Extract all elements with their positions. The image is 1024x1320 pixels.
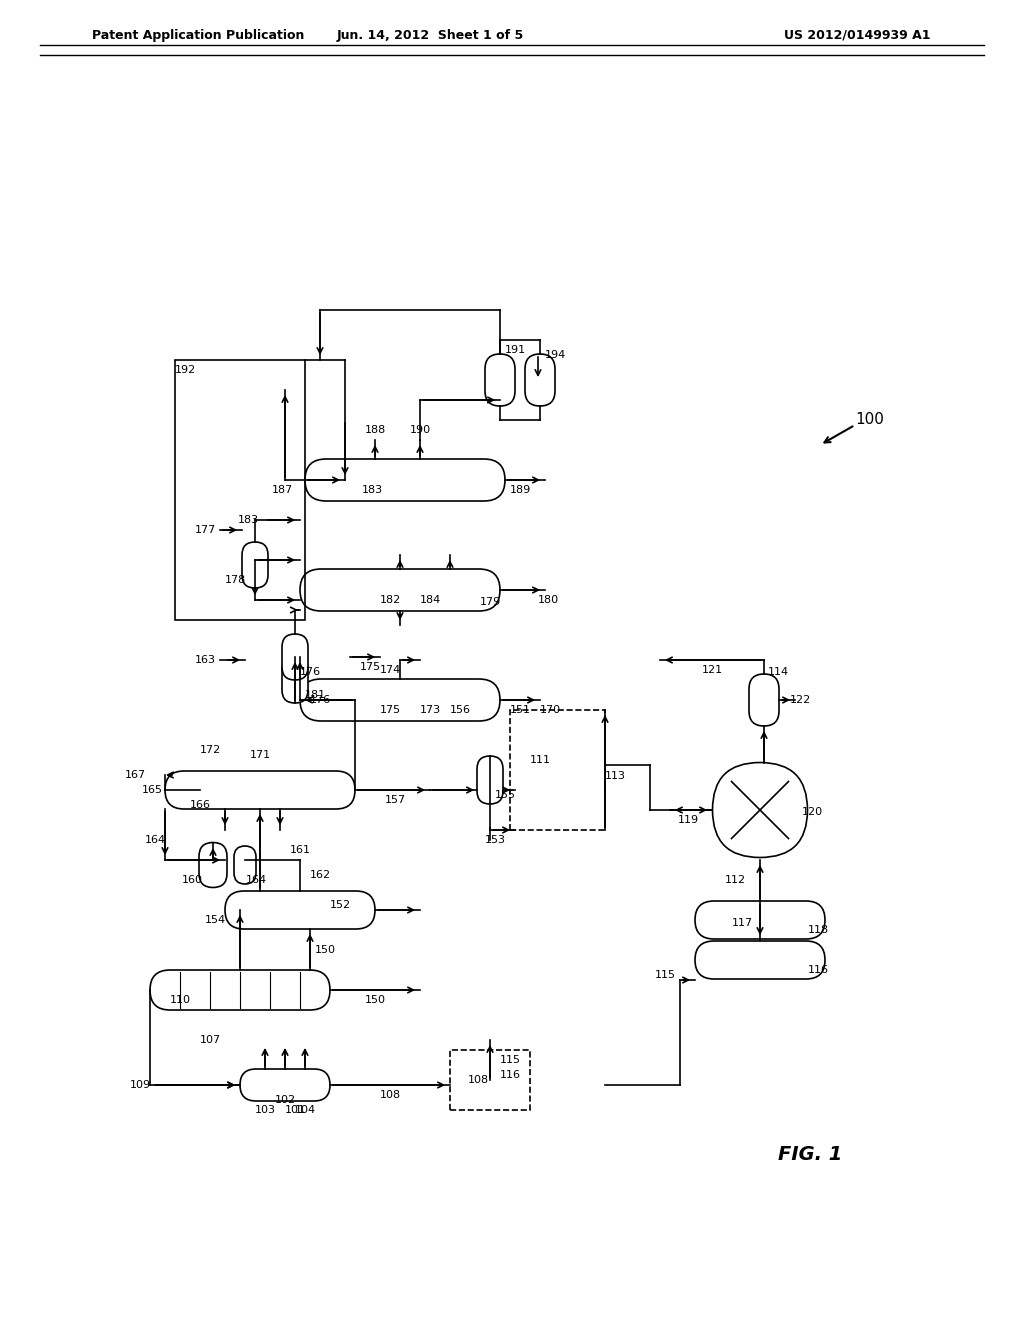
Text: 116: 116	[808, 965, 828, 975]
Text: FIG. 1: FIG. 1	[778, 1146, 842, 1164]
Text: 194: 194	[545, 350, 565, 360]
Text: 184: 184	[420, 595, 440, 605]
Text: 153: 153	[484, 836, 506, 845]
FancyBboxPatch shape	[282, 657, 308, 704]
Text: 101: 101	[285, 1105, 305, 1115]
Text: 162: 162	[309, 870, 331, 880]
Text: 114: 114	[767, 667, 788, 677]
Text: 182: 182	[379, 595, 400, 605]
Text: 122: 122	[790, 696, 811, 705]
FancyBboxPatch shape	[485, 354, 515, 407]
FancyBboxPatch shape	[150, 970, 330, 1010]
FancyBboxPatch shape	[300, 569, 500, 611]
Text: 115: 115	[500, 1055, 520, 1065]
Text: 119: 119	[678, 814, 698, 825]
FancyBboxPatch shape	[199, 842, 227, 887]
Text: Patent Application Publication: Patent Application Publication	[92, 29, 304, 41]
Text: 177: 177	[195, 525, 216, 535]
FancyBboxPatch shape	[240, 1069, 330, 1101]
FancyBboxPatch shape	[165, 771, 355, 809]
FancyBboxPatch shape	[242, 543, 268, 587]
FancyBboxPatch shape	[234, 846, 256, 884]
Text: 103: 103	[255, 1105, 275, 1115]
Text: 151: 151	[510, 705, 530, 715]
Text: 115: 115	[654, 970, 676, 979]
Text: 166: 166	[189, 800, 211, 810]
Text: 167: 167	[125, 770, 145, 780]
Text: 156: 156	[450, 705, 470, 715]
Text: 100: 100	[856, 412, 885, 428]
Text: 191: 191	[505, 345, 525, 355]
Text: 154: 154	[205, 915, 225, 925]
Text: 120: 120	[802, 807, 822, 817]
Text: 161: 161	[290, 845, 310, 855]
Text: 109: 109	[129, 1080, 151, 1090]
Text: 116: 116	[500, 1071, 520, 1080]
Text: 189: 189	[509, 484, 530, 495]
Text: 112: 112	[724, 875, 745, 884]
Text: 192: 192	[174, 366, 196, 375]
Text: 152: 152	[330, 900, 350, 909]
Text: US 2012/0149939 A1: US 2012/0149939 A1	[783, 29, 930, 41]
Text: 107: 107	[200, 1035, 220, 1045]
Text: 110: 110	[170, 995, 190, 1005]
Text: 117: 117	[731, 917, 753, 928]
Text: 108: 108	[380, 1090, 400, 1100]
Text: 165: 165	[141, 785, 163, 795]
FancyBboxPatch shape	[305, 459, 505, 502]
Text: 178: 178	[224, 576, 246, 585]
Text: Jun. 14, 2012  Sheet 1 of 5: Jun. 14, 2012 Sheet 1 of 5	[336, 29, 523, 41]
Text: 173: 173	[420, 705, 440, 715]
Text: 163: 163	[195, 655, 215, 665]
Text: 171: 171	[250, 750, 270, 760]
Text: 113: 113	[604, 771, 626, 781]
Text: 183: 183	[238, 515, 259, 525]
FancyBboxPatch shape	[300, 678, 500, 721]
Text: 164: 164	[144, 836, 166, 845]
Text: 176: 176	[299, 667, 321, 677]
Text: 180: 180	[538, 595, 558, 605]
Text: 160: 160	[181, 875, 203, 884]
FancyBboxPatch shape	[225, 891, 375, 929]
FancyBboxPatch shape	[510, 710, 605, 830]
Text: 104: 104	[295, 1105, 315, 1115]
Text: 181: 181	[304, 690, 326, 700]
FancyBboxPatch shape	[525, 354, 555, 407]
FancyBboxPatch shape	[695, 902, 825, 939]
Text: 150: 150	[365, 995, 385, 1005]
Text: 108': 108'	[468, 1074, 493, 1085]
FancyBboxPatch shape	[695, 941, 825, 979]
Text: 187: 187	[271, 484, 293, 495]
Text: 175: 175	[359, 663, 381, 672]
Text: 111: 111	[529, 755, 551, 766]
Text: 172: 172	[200, 744, 220, 755]
Text: 118: 118	[808, 925, 828, 935]
Text: 155: 155	[495, 789, 515, 800]
FancyBboxPatch shape	[282, 634, 308, 680]
Text: 150: 150	[314, 945, 336, 954]
FancyBboxPatch shape	[450, 1049, 530, 1110]
Text: 102: 102	[274, 1096, 296, 1105]
FancyBboxPatch shape	[713, 763, 808, 858]
Text: 121: 121	[701, 665, 723, 675]
FancyBboxPatch shape	[749, 675, 779, 726]
Text: 188: 188	[365, 425, 386, 436]
Text: 170: 170	[540, 705, 560, 715]
Text: 190: 190	[410, 425, 430, 436]
Text: 183: 183	[361, 484, 383, 495]
Text: 175: 175	[380, 705, 400, 715]
Text: 164: 164	[246, 875, 266, 884]
Text: 179: 179	[479, 597, 501, 607]
Text: 174: 174	[379, 665, 400, 675]
Text: 157: 157	[384, 795, 406, 805]
Text: 176: 176	[309, 696, 331, 705]
FancyBboxPatch shape	[477, 756, 503, 804]
